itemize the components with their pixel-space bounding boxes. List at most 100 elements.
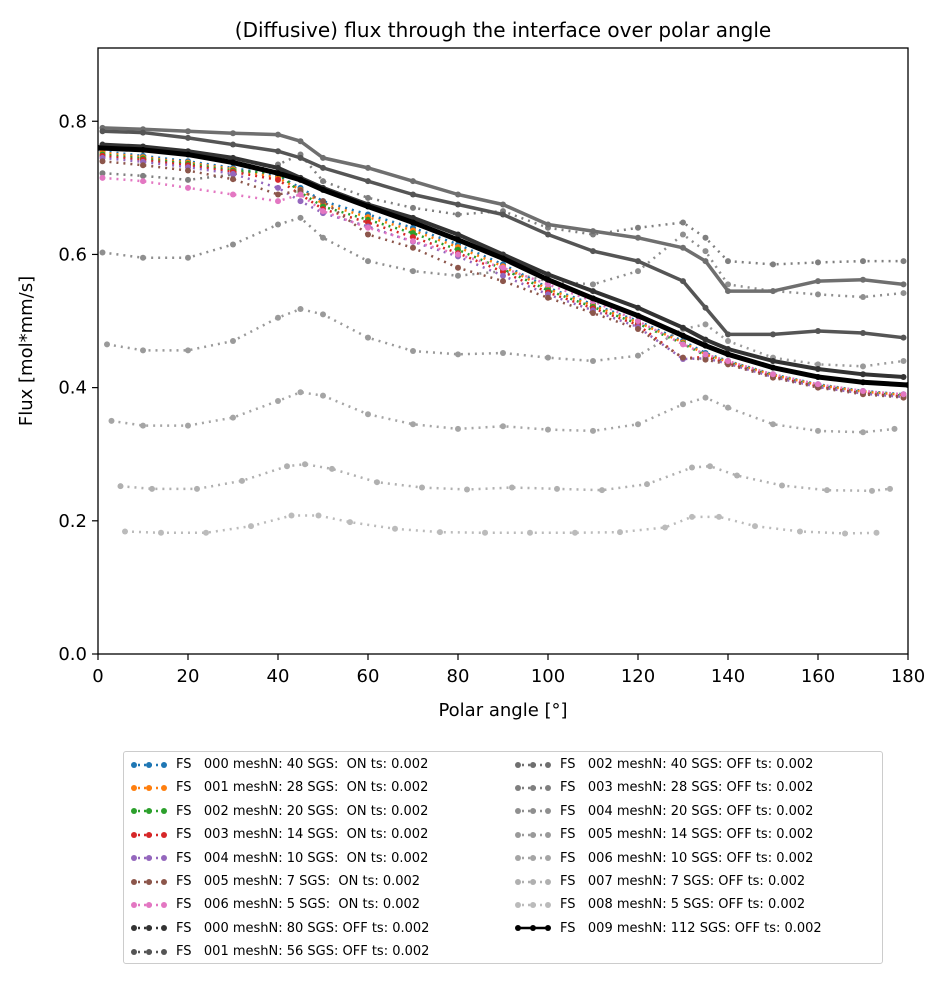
data-point (545, 271, 551, 278)
data-point (590, 295, 596, 302)
data-point (635, 421, 641, 428)
data-point (702, 342, 709, 349)
data-point (230, 170, 236, 177)
data-point (770, 421, 776, 428)
legend-swatch (131, 831, 167, 838)
data-point (108, 417, 115, 424)
data-point (140, 146, 146, 153)
data-point (680, 401, 686, 408)
data-point (185, 167, 191, 174)
data-point (500, 255, 506, 262)
data-point (689, 513, 695, 520)
data-point (185, 176, 191, 183)
plot-frame (97, 47, 909, 655)
data-point (455, 236, 461, 243)
data-point (230, 241, 236, 248)
data-point (297, 154, 304, 161)
legend-swatch (515, 808, 551, 815)
data-point (815, 291, 821, 298)
data-point (680, 244, 686, 251)
data-point (140, 347, 146, 354)
data-point (702, 258, 709, 265)
legend-item: FS 002 meshN: 20 SGS: ON ts: 0.002 (130, 800, 428, 823)
data-point (770, 364, 776, 371)
data-point (635, 258, 641, 265)
legend-item: FS 004 meshN: 10 SGS: ON ts: 0.002 (130, 847, 428, 870)
data-point (365, 194, 371, 201)
data-point (99, 170, 106, 177)
series-14 (117, 461, 893, 494)
data-point (455, 251, 461, 258)
data-point (860, 387, 866, 394)
data-point (702, 248, 709, 255)
data-point (275, 131, 281, 138)
data-point (140, 178, 146, 185)
legend-label: FS 005 meshN: 14 SGS: OFF ts: 0.002 (560, 827, 814, 843)
data-point (500, 349, 506, 356)
data-point (590, 228, 596, 235)
data-point (320, 154, 326, 161)
data-point (419, 484, 425, 491)
legend: FS 000 meshN: 40 SGS: ON ts: 0.002 FS 001… (123, 751, 883, 964)
data-point (545, 294, 551, 301)
data-point (725, 331, 731, 338)
legend-item: FS 001 meshN: 56 SGS: OFF ts: 0.002 (130, 940, 429, 963)
data-point (329, 465, 335, 472)
series-15 (122, 512, 880, 537)
data-point (617, 529, 623, 536)
data-point (275, 148, 281, 155)
legend-item: FS 000 meshN: 40 SGS: ON ts: 0.002 (130, 753, 428, 776)
data-point (590, 427, 596, 434)
data-point (437, 529, 443, 536)
legend-swatch (515, 761, 551, 768)
data-point (320, 178, 326, 185)
data-point (158, 529, 164, 536)
data-point (230, 159, 236, 166)
data-point (239, 477, 245, 484)
data-point (869, 487, 875, 494)
data-point (275, 170, 281, 177)
data-point (590, 281, 596, 288)
data-point (185, 134, 191, 141)
data-point (98, 144, 101, 151)
data-point (680, 278, 686, 285)
y-tick-label: 0.8 (58, 111, 87, 132)
legend-swatch (515, 831, 551, 838)
y-tick-label: 0.6 (58, 244, 87, 265)
data-point (297, 306, 304, 313)
y-tick-label: 0.0 (58, 644, 87, 665)
x-axis-label: Polar angle [°] (438, 700, 567, 721)
data-point (680, 219, 686, 226)
x-tick-label: 60 (357, 666, 380, 687)
legend-label: FS 001 meshN: 56 SGS: OFF ts: 0.002 (176, 944, 430, 960)
data-point (297, 198, 304, 205)
data-point (725, 258, 731, 265)
data-point (347, 519, 353, 526)
series-12 (104, 306, 907, 370)
data-point (842, 530, 848, 537)
series-line (106, 307, 904, 368)
data-point (365, 224, 371, 231)
series-8 (99, 128, 907, 341)
data-point (455, 351, 461, 358)
legend-item: FS 005 meshN: 14 SGS: OFF ts: 0.002 (514, 823, 813, 846)
data-point (185, 128, 191, 135)
x-tick-label: 100 (531, 666, 565, 687)
data-point (815, 259, 821, 266)
data-point (203, 529, 209, 536)
data-point (702, 304, 709, 311)
data-point (635, 224, 641, 231)
legend-swatch (515, 878, 551, 885)
data-point (779, 482, 785, 489)
data-point (365, 258, 371, 265)
series-13 (108, 389, 898, 436)
data-point (689, 464, 695, 471)
legend-item: FS 005 meshN: 7 SGS: ON ts: 0.002 (130, 870, 420, 893)
data-point (734, 472, 740, 479)
data-point (500, 272, 506, 279)
data-point (590, 248, 596, 255)
data-point (365, 178, 371, 185)
legend-item: FS 003 meshN: 28 SGS: OFF ts: 0.002 (514, 776, 813, 799)
data-point (320, 186, 326, 193)
